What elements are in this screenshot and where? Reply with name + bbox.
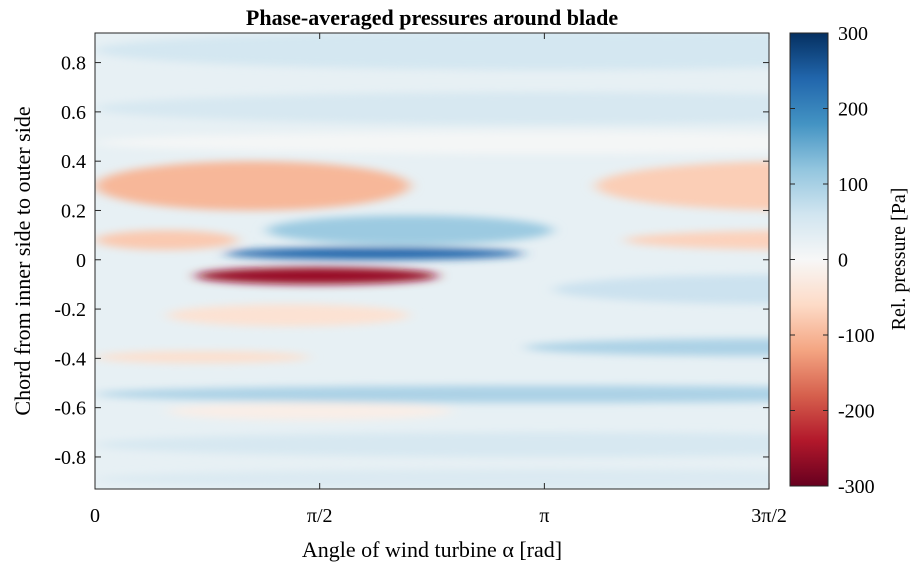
plot-frame: [94, 32, 770, 490]
y-tick-label: 0.6: [61, 102, 86, 124]
pressure-region-12: [524, 338, 769, 356]
chart-title: Phase-averaged pressures around blade: [246, 5, 618, 30]
colorbar-tick-label: 0: [838, 250, 848, 272]
pressure-region-4: [595, 161, 769, 211]
colorbar-tick-label: 300: [838, 23, 868, 45]
y-axis-tick-marks: [95, 62, 769, 458]
pressure-region-6: [624, 230, 769, 250]
pressure-region-8: [223, 247, 525, 260]
pressure-region-2: [95, 131, 769, 154]
colorbar-tick-label: -200: [838, 401, 875, 423]
y-tick-label: -0.6: [54, 398, 86, 420]
pressure-region-17: [95, 469, 769, 489]
pressure-region-3: [95, 161, 410, 211]
y-tick-label: -0.2: [54, 299, 86, 321]
colorbar-tick-label: 100: [838, 174, 868, 196]
x-axis-label: Angle of wind turbine α [rad]: [302, 537, 562, 562]
y-tick-label: 0.8: [61, 53, 86, 75]
y-tick-label: 0.4: [61, 151, 86, 173]
pressure-region-13: [95, 350, 310, 364]
pressure-region-9: [195, 267, 439, 285]
pressure-region-5: [95, 230, 239, 250]
y-tick-label: 0: [76, 250, 86, 272]
y-axis-tick-labels: 0.8 0.6 0.4 0.2 0 -0.2 -0.4 -0.6 -0.8: [54, 53, 86, 469]
colorbar-tick-marks: [790, 32, 828, 487]
colorbar: 300 200 100 0 -100 -200 -300: [789, 23, 875, 498]
colorbar-tick-label: 200: [838, 99, 868, 121]
colorbar-tick-labels: 300 200 100 0 -100 -200 -300: [838, 23, 875, 498]
x-axis-tick-labels: 0 π/2 π 3π/2: [90, 505, 787, 527]
colorbar-tick-label: -300: [838, 476, 875, 498]
x-tick-label: 0: [90, 505, 100, 527]
pressure-region-16: [95, 432, 769, 457]
colorbar-gradient-bar: [789, 32, 829, 487]
pressure-region-7: [266, 215, 553, 245]
y-tick-label: 0.2: [61, 200, 86, 222]
pressure-region-0: [95, 33, 769, 70]
x-tick-label: 3π/2: [751, 505, 787, 527]
x-tick-label: π/2: [307, 505, 333, 527]
colorbar-tick-label: -100: [838, 325, 875, 347]
pressure-region-15: [166, 402, 453, 420]
colorbar-label: Rel. pressure [Pa]: [888, 188, 910, 331]
x-tick-label: π: [539, 505, 549, 527]
y-tick-label: -0.8: [54, 447, 86, 469]
heatmap-plot-area: [94, 32, 770, 490]
y-tick-label: -0.4: [54, 348, 86, 370]
y-axis-label: Chord from inner side to outer side: [10, 106, 35, 415]
pressure-field: [95, 33, 769, 489]
pressure-region-11: [552, 274, 769, 305]
pressure-region-14: [95, 385, 769, 403]
pressure-region-10: [166, 304, 410, 327]
pressure-region-1: [95, 92, 769, 125]
